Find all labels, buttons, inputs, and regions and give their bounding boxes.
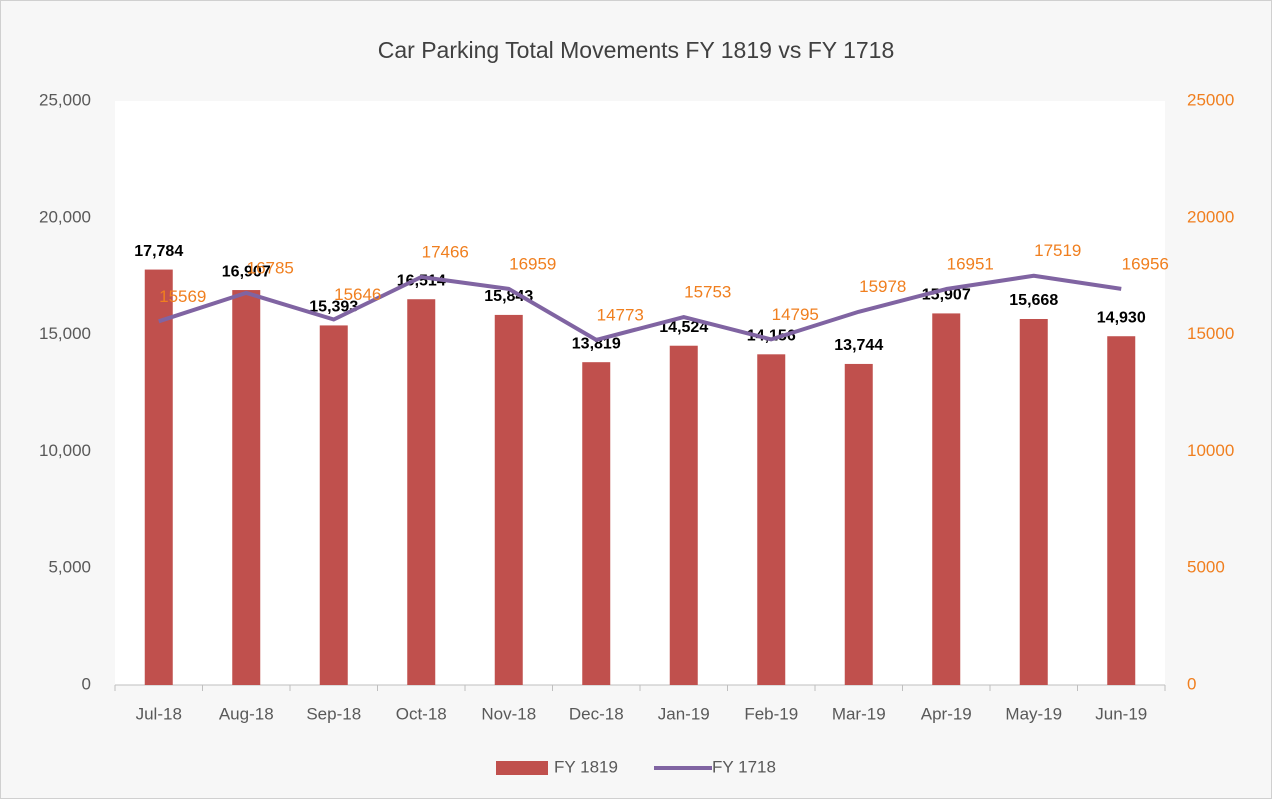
legend-swatch [496, 761, 548, 775]
bar [319, 325, 348, 685]
y-tick-label: 20,000 [39, 207, 91, 226]
bar [757, 354, 786, 685]
bar [669, 345, 698, 685]
x-tick-label: Aug-18 [219, 704, 274, 723]
line-value-label: 17466 [422, 242, 469, 261]
x-tick-label: Dec-18 [569, 704, 624, 723]
bar-value-label: 14,524 [659, 319, 708, 336]
bar-value-label: 14,156 [747, 328, 796, 345]
y-tick-label: 0 [82, 674, 91, 693]
line [158, 273, 1122, 342]
bar [932, 313, 961, 685]
bar-value-label: 15,668 [1009, 292, 1058, 309]
x-tick-label: Jun-19 [1095, 704, 1147, 723]
bar-value-label: 16,907 [222, 263, 271, 280]
bar [1107, 336, 1136, 685]
y-tick-label: 10,000 [39, 441, 91, 460]
y2-tick-label: 25000 [1187, 90, 1234, 109]
bar [844, 363, 873, 685]
x-tick-label: Sep-18 [306, 704, 361, 723]
line-value-label: 16785 [247, 258, 294, 277]
x-tick-label: Jul-18 [136, 704, 182, 723]
line-value-label: 14773 [597, 305, 644, 324]
x-tick-label: Nov-18 [481, 704, 536, 723]
y-tick-label: 25,000 [39, 90, 91, 109]
line-value-label: 16951 [947, 255, 994, 274]
bar-value-label: 13,819 [572, 335, 621, 352]
legend-label: FY 1718 [712, 757, 776, 776]
line-value-label: 15753 [684, 282, 731, 301]
x-tick-label: Mar-19 [832, 704, 886, 723]
chart-title: Car Parking Total Movements FY 1819 vs F… [378, 37, 895, 63]
bar [582, 362, 611, 685]
y2-tick-label: 5000 [1187, 558, 1225, 577]
x-tick-label: May-19 [1005, 704, 1062, 723]
line-value-label: 15646 [334, 285, 381, 304]
bar-value-label: 15,843 [484, 288, 533, 305]
bar-value-label: 14,930 [1097, 309, 1146, 326]
y2-tick-label: 0 [1187, 674, 1196, 693]
line-value-label: 17519 [1034, 241, 1081, 260]
legend-label: FY 1819 [554, 757, 618, 776]
bar [1019, 318, 1048, 685]
line-value-label: 15569 [159, 287, 206, 306]
y2-tick-label: 10000 [1187, 441, 1234, 460]
bar [494, 314, 523, 685]
y-tick-label: 5,000 [48, 558, 91, 577]
x-tick-label: Feb-19 [744, 704, 798, 723]
y2-tick-label: 20000 [1187, 207, 1234, 226]
bar [144, 269, 173, 685]
plot-area [115, 101, 1165, 685]
line-value-label: 14795 [772, 305, 819, 324]
line-value-label: 15978 [859, 277, 906, 296]
bar [407, 299, 436, 685]
x-tick-label: Apr-19 [921, 704, 972, 723]
x-tick-label: Jan-19 [658, 704, 710, 723]
line-value-label: 16959 [509, 254, 556, 273]
bar [232, 290, 261, 685]
y-tick-label: 15,000 [39, 324, 91, 343]
bar-value-label: 17,784 [134, 243, 183, 260]
y2-tick-label: 15000 [1187, 324, 1234, 343]
x-tick-label: Oct-18 [396, 704, 447, 723]
line-value-label: 16956 [1122, 254, 1169, 273]
bar-value-label: 13,744 [834, 337, 883, 354]
